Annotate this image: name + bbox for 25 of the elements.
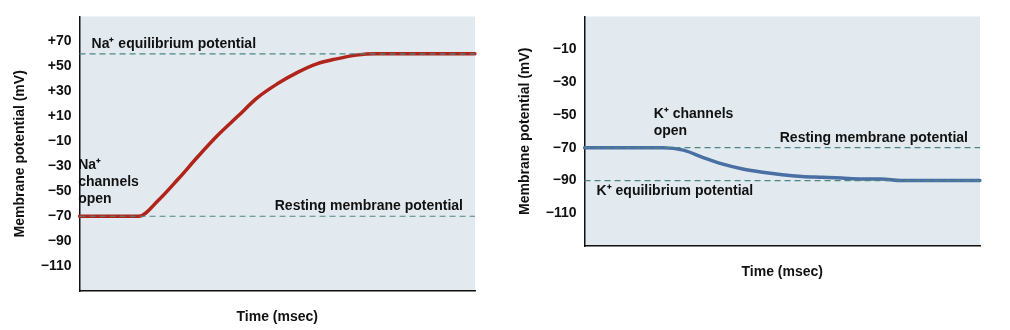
y-tick-label: −90 <box>552 171 577 188</box>
y-tick-label: −50 <box>552 105 577 122</box>
x-axis-title: Time (msec) <box>741 263 824 280</box>
y-tick-label: −110 <box>40 257 72 274</box>
y-tick-label: −110 <box>545 204 577 221</box>
y-tick-label: −50 <box>47 182 72 199</box>
y-tick-label: +50 <box>47 57 72 74</box>
ref-line-label: Na⁺ equilibrium potential <box>91 34 257 51</box>
y-tick-label: −70 <box>552 138 577 155</box>
y-tick-label: +70 <box>47 32 72 49</box>
y-tick-label: −30 <box>47 157 72 174</box>
y-tick-label: −10 <box>47 132 72 149</box>
y-tick-label: +10 <box>47 107 72 124</box>
y-tick-label: −30 <box>552 72 577 89</box>
y-tick-label: +30 <box>47 82 72 99</box>
y-tick-label: −10 <box>552 40 577 57</box>
x-axis-title: Time (msec) <box>236 308 319 325</box>
y-tick-label: −90 <box>47 232 72 249</box>
y-axis-title: Membrane potential (mV) <box>516 47 533 215</box>
annotation: K⁺ channels open <box>653 104 734 138</box>
ref-line-label: Resting membrane potential <box>779 128 968 145</box>
y-axis-title: Membrane potential (mV) <box>11 70 28 238</box>
ref-line-label: K⁺ equilibrium potential <box>596 182 754 199</box>
ref-line-label: Resting membrane potential <box>274 197 463 214</box>
y-tick-label: −70 <box>47 207 72 224</box>
